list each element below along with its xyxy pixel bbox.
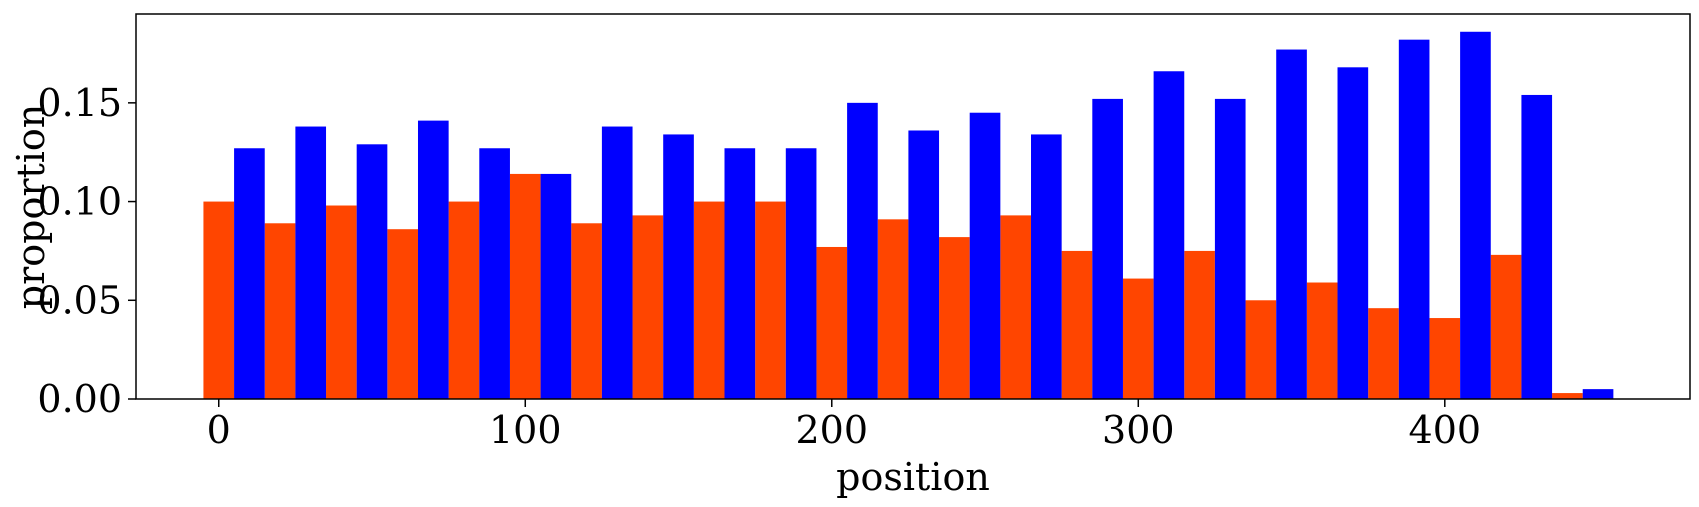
bar-series-2-6 [601, 126, 633, 400]
y-tick-label: 0.10 [37, 180, 122, 224]
bar-series-2-20 [1460, 31, 1491, 400]
x-tick-label: 100 [489, 408, 562, 452]
bar-series-1-15 [1122, 278, 1154, 399]
bar-series-1-0 [203, 201, 235, 399]
bar-series-2-9 [785, 148, 817, 399]
bar-series-2-1 [295, 126, 327, 400]
bar-series-1-18 [1306, 282, 1338, 399]
bar-series-2-22 [1582, 389, 1614, 399]
bar-series-2-3 [417, 120, 449, 399]
bar-series-1-5 [509, 173, 541, 399]
bar-series-2-8 [724, 148, 756, 399]
y-tick-label: 0.05 [37, 278, 122, 322]
bar-series-1-21 [1490, 254, 1522, 399]
bar-series-1-9 [755, 201, 786, 399]
y-axis: 0.00 0.05 0.10 0.15 [37, 81, 136, 421]
bar-series-1-4 [448, 201, 480, 399]
bar-series-2-19 [1398, 39, 1430, 400]
bar-series-1-1 [264, 223, 296, 399]
bar-series-1-3 [387, 229, 418, 399]
x-axis-title: position [836, 455, 990, 499]
bar-series-1-22 [1552, 393, 1583, 399]
bar-series-1-20 [1429, 318, 1461, 399]
bar-series-1-7 [632, 215, 664, 399]
bar-series-2-2 [356, 144, 388, 399]
x-axis: 0 100 200 300 400 [207, 399, 1481, 452]
bar-series-1-2 [326, 205, 357, 399]
bar-series-1-12 [939, 237, 970, 399]
x-tick-label: 300 [1102, 408, 1175, 452]
bar-series-2-10 [847, 102, 878, 399]
bar-series-2-5 [540, 173, 572, 399]
bar-series-1-13 [1000, 215, 1032, 399]
bar-series-1-8 [693, 201, 725, 399]
bar-series-2-15 [1153, 71, 1185, 399]
y-tick-label: 0.15 [37, 81, 122, 125]
bar-series-1-6 [571, 223, 602, 399]
bar-series-2-4 [479, 148, 510, 399]
bar-series-1-16 [1184, 250, 1215, 399]
bar-series-2-12 [969, 112, 1001, 399]
bar-series-1-10 [816, 246, 848, 399]
y-axis-title: proportion [9, 104, 53, 310]
bar-series-2-21 [1521, 94, 1553, 399]
bar-series-1-19 [1368, 308, 1399, 399]
x-tick-label: 400 [1409, 408, 1482, 452]
x-tick-label: 0 [207, 408, 231, 452]
bars-layer [203, 31, 1614, 400]
bar-series-1-11 [877, 219, 909, 399]
bar-series-2-16 [1214, 98, 1246, 400]
bar-series-2-17 [1276, 49, 1307, 400]
bar-series-2-11 [908, 130, 940, 399]
bar-series-2-13 [1031, 134, 1062, 399]
y-tick-label: 0.00 [37, 377, 122, 421]
bar-series-1-17 [1245, 300, 1277, 399]
bar-series-2-18 [1337, 67, 1369, 400]
bar-series-1-14 [1061, 250, 1093, 399]
bar-series-2-14 [1092, 98, 1123, 400]
bar-series-2-0 [234, 148, 265, 399]
plot-frame [135, 13, 1691, 400]
x-tick-label: 200 [796, 408, 869, 452]
bar-series-2-7 [663, 134, 694, 399]
